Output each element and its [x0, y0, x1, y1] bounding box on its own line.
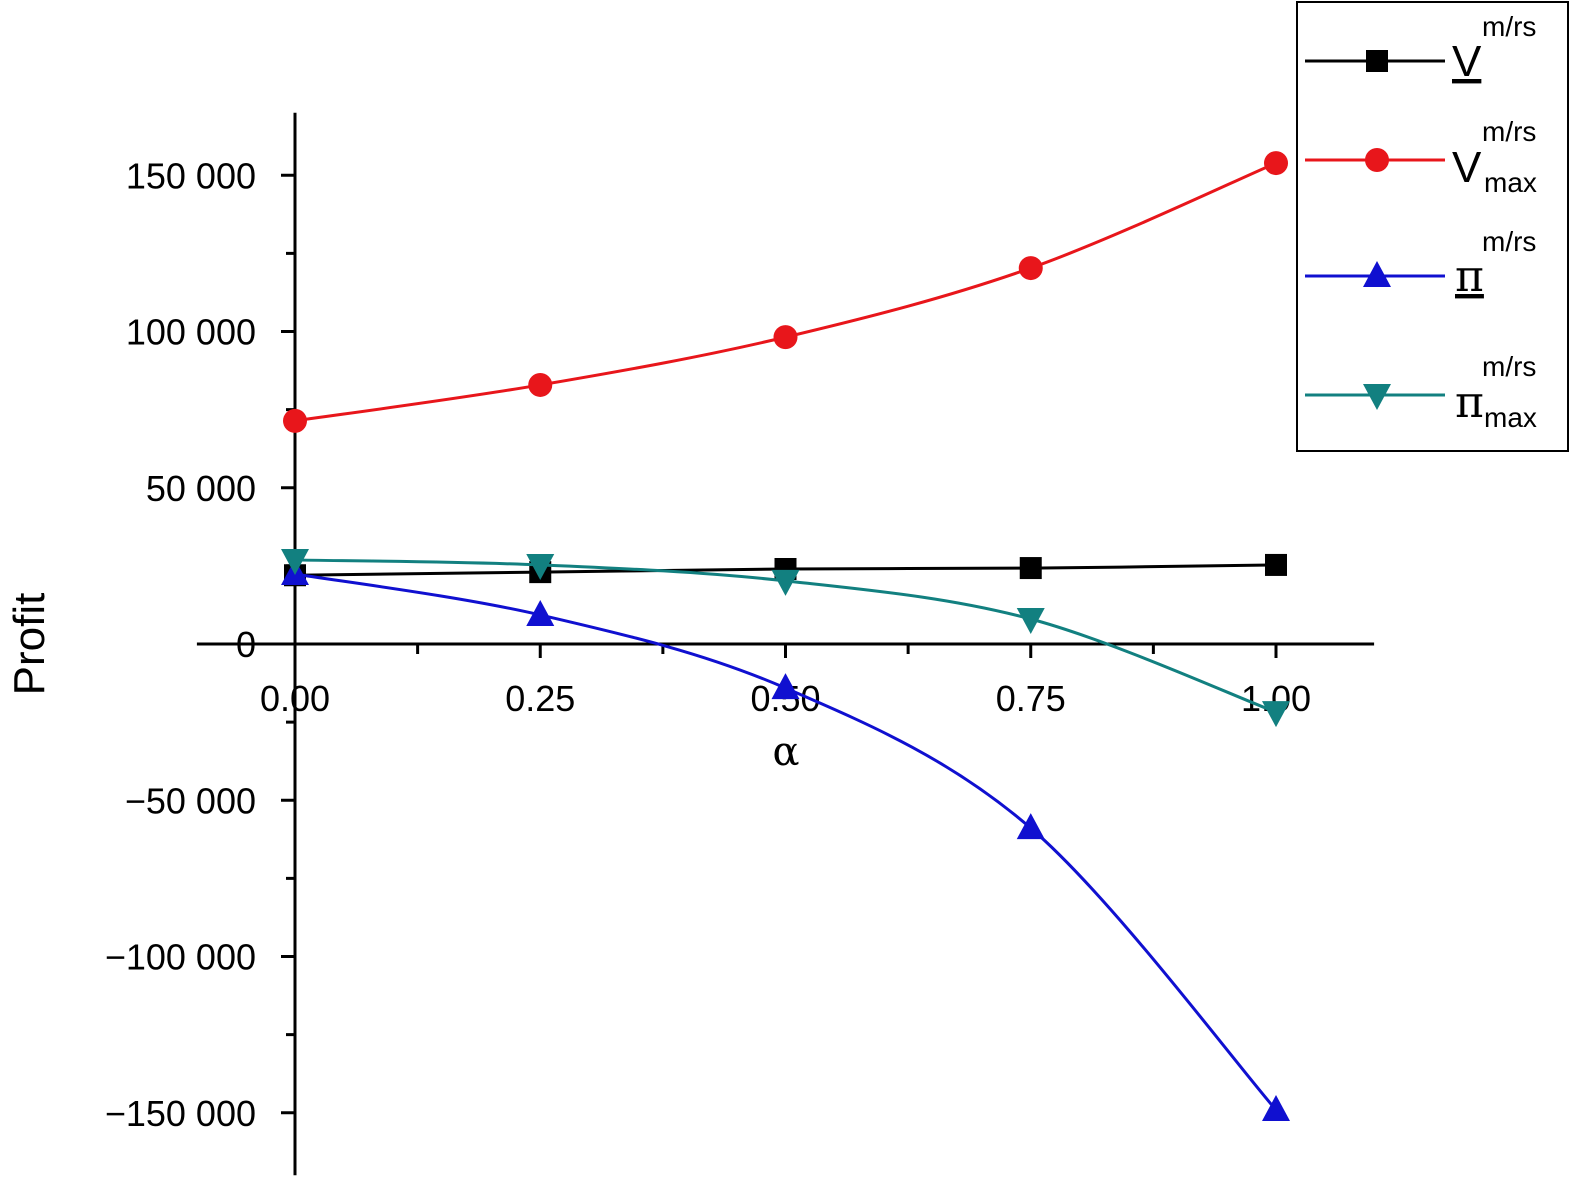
data-point — [1016, 608, 1045, 634]
legend-item: πm/rs — [1305, 226, 1536, 302]
data-point — [771, 569, 800, 596]
legend-box — [1296, 1, 1569, 452]
legend-superscript: m/rs — [1482, 11, 1536, 42]
y-tick-label: 0 — [236, 624, 256, 665]
series-2 — [281, 559, 1290, 1121]
data-point — [528, 372, 553, 397]
x-tick-label: 0.75 — [996, 678, 1066, 719]
legend-subscript: max — [1484, 167, 1537, 198]
x-axis-label: α — [772, 729, 799, 775]
y-tick-label: 50 000 — [146, 468, 256, 509]
legend-subscript: max — [1484, 402, 1537, 433]
data-point — [1262, 701, 1290, 728]
y-axis-label: Profit — [5, 593, 54, 696]
legend-marker — [1363, 261, 1391, 287]
legend-item: Vm/rs max — [1305, 116, 1537, 198]
data-point — [1019, 557, 1042, 580]
x-tick-label: 0.25 — [505, 678, 575, 719]
data-point — [771, 673, 800, 700]
legend-superscript: m/rs — [1482, 226, 1536, 257]
x-tick-label: 0.00 — [260, 678, 330, 719]
legend-symbol: π — [1455, 251, 1484, 302]
y-tick-label: 100 000 — [126, 312, 256, 353]
series-line — [294, 572, 1278, 1111]
series-line — [294, 161, 1277, 423]
legend-item: Vm/rs — [1305, 11, 1536, 86]
data-point — [1018, 256, 1043, 281]
series-1 — [283, 151, 1288, 433]
data-point — [526, 599, 555, 626]
data-point — [773, 325, 798, 350]
y-tick-label: −50 000 — [125, 780, 256, 821]
legend-superscript: m/rs — [1482, 351, 1536, 382]
legend-item: πm/rs max — [1305, 351, 1537, 433]
data-point — [283, 408, 307, 433]
data-point — [526, 553, 555, 580]
legend-marker — [1366, 50, 1388, 72]
y-tick-label: −100 000 — [105, 937, 256, 978]
data-point — [1262, 1094, 1290, 1121]
data-point — [1264, 151, 1288, 176]
series-3 — [281, 548, 1290, 728]
data-point — [1016, 813, 1045, 840]
legend-marker — [1365, 148, 1389, 172]
y-tick-label: 150 000 — [126, 155, 256, 196]
legend-symbol: π — [1455, 377, 1484, 428]
legend-superscript: m/rs — [1482, 116, 1536, 147]
data-point — [281, 548, 309, 575]
legend-symbol: V — [1452, 37, 1482, 86]
data-point — [1265, 553, 1287, 576]
legend-marker — [1363, 384, 1391, 410]
legend-symbol: V — [1452, 143, 1482, 192]
y-tick-label: −150 000 — [105, 1093, 256, 1134]
series-layer — [281, 151, 1290, 1121]
